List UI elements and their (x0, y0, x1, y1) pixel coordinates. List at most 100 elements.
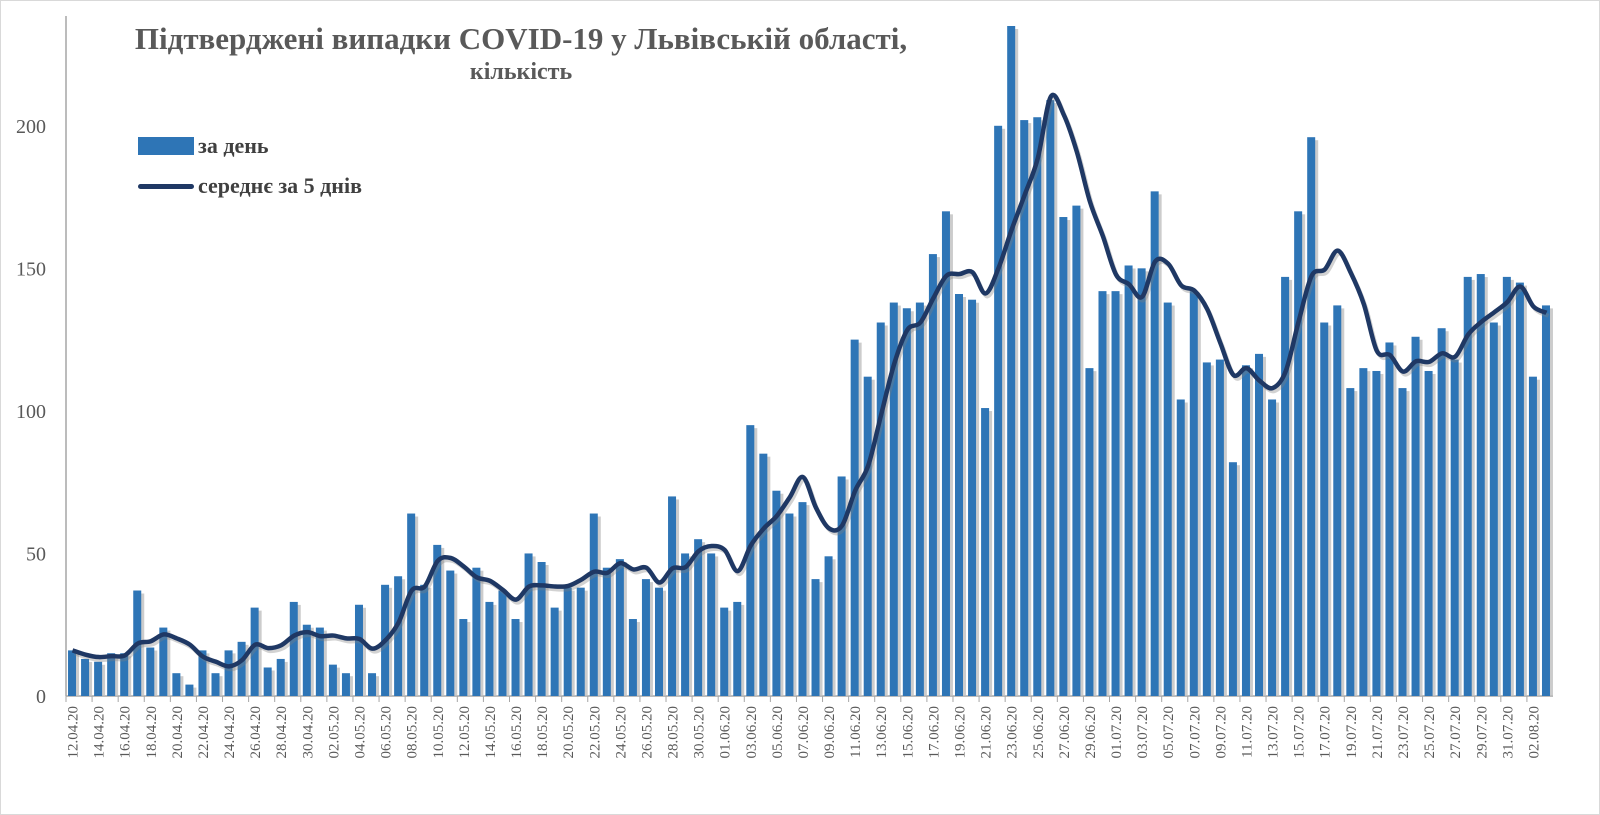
x-tick-label: 24.05.20 (613, 706, 629, 759)
x-tick-label: 24.04.20 (222, 706, 238, 759)
x-tick-label: 11.07.20 (1239, 706, 1255, 758)
x-tick-label: 25.06.20 (1031, 706, 1047, 759)
bar (1541, 305, 1550, 696)
bar (1111, 291, 1120, 696)
bar (341, 673, 350, 696)
chart-subtitle: кількість (469, 59, 573, 85)
bar (602, 567, 611, 696)
x-tick-label: 14.05.20 (483, 706, 499, 759)
bar (1163, 302, 1172, 696)
x-tick-label: 15.07.20 (1292, 706, 1308, 759)
bar (1502, 276, 1511, 696)
x-tick-label: 04.05.20 (352, 706, 368, 759)
bar (628, 619, 637, 696)
bar (1046, 100, 1055, 696)
bar (1241, 365, 1250, 696)
bar (785, 513, 794, 696)
bar (863, 376, 872, 696)
bar (994, 125, 1003, 696)
bar (1150, 191, 1159, 697)
bar (981, 408, 990, 696)
bar (368, 673, 377, 696)
bar (1359, 368, 1368, 696)
bar (289, 601, 298, 696)
y-tick-label: 50 (26, 543, 46, 565)
bar (198, 650, 207, 696)
x-tick-label: 07.07.20 (1187, 706, 1203, 759)
bar (1228, 462, 1237, 696)
bar (68, 650, 77, 696)
bar (1385, 342, 1394, 696)
bar (1489, 322, 1498, 696)
bar (1528, 376, 1537, 696)
x-tick-label: 20.05.20 (561, 706, 577, 759)
bar (694, 539, 703, 696)
bar (1372, 370, 1381, 696)
x-tick-label: 01.06.20 (718, 706, 734, 759)
x-tick-label: 02.05.20 (326, 706, 342, 759)
bar (1320, 322, 1329, 696)
bar (1268, 399, 1277, 696)
x-tick-label: 21.07.20 (1370, 706, 1386, 759)
bar (1437, 328, 1446, 696)
legend-item-average: середнє за 5 днів (138, 166, 362, 206)
bar (1098, 291, 1107, 696)
bar (185, 684, 194, 696)
bar (302, 624, 311, 696)
bar (681, 553, 690, 696)
x-tick-label: 05.06.20 (770, 706, 786, 759)
bar (498, 590, 507, 696)
bar (772, 490, 781, 696)
bar (707, 553, 716, 696)
bar (433, 544, 442, 696)
x-tick-label: 22.04.20 (196, 706, 212, 759)
bar (459, 619, 468, 696)
x-tick-label: 29.06.20 (1083, 706, 1099, 759)
x-tick-label: 31.07.20 (1500, 706, 1516, 759)
bar (537, 562, 546, 696)
bar (1033, 117, 1042, 697)
y-tick-label: 0 (36, 686, 46, 708)
x-tick-label: 09.07.20 (1213, 706, 1229, 759)
legend-label-daily: за день (198, 133, 269, 158)
x-tick-label: 30.04.20 (300, 706, 316, 759)
x-tick-label: 12.05.20 (457, 706, 473, 759)
bar (1476, 274, 1485, 696)
x-tick-label: 26.05.20 (639, 706, 655, 759)
x-tick-label: 18.04.20 (144, 706, 160, 759)
bar (1202, 362, 1211, 696)
bar (1215, 359, 1224, 696)
x-tick-label: 15.06.20 (900, 706, 916, 759)
x-tick-label: 19.07.20 (1344, 706, 1360, 759)
bar (889, 302, 898, 696)
bar (237, 641, 246, 696)
x-tick-label: 30.05.20 (692, 706, 708, 759)
bar (968, 299, 977, 696)
legend-swatch-bar (138, 137, 194, 155)
bar (589, 513, 598, 696)
bar (315, 627, 324, 696)
chart-title-main: Підтверджені випадки COVID-19 у Львівськ… (134, 21, 908, 56)
x-tick-label: 21.06.20 (979, 706, 995, 759)
bar (524, 553, 533, 696)
bar (1398, 388, 1407, 696)
y-tick-label: 150 (16, 258, 46, 280)
bar (472, 567, 481, 696)
bar (485, 601, 494, 696)
bar (420, 584, 429, 696)
bar (1307, 137, 1316, 697)
bar (746, 425, 755, 696)
x-tick-label: 14.04.20 (92, 706, 108, 759)
bar (446, 570, 455, 696)
bar (1124, 265, 1133, 696)
bar (850, 339, 859, 696)
x-tick-label: 22.05.20 (587, 706, 603, 759)
x-tick-label: 07.06.20 (796, 706, 812, 759)
x-tick-label: 16.05.20 (509, 706, 525, 759)
bar (1137, 268, 1146, 696)
bar (955, 294, 964, 696)
bar (146, 647, 155, 696)
bar (1463, 276, 1472, 696)
y-tick-label: 100 (16, 401, 46, 423)
